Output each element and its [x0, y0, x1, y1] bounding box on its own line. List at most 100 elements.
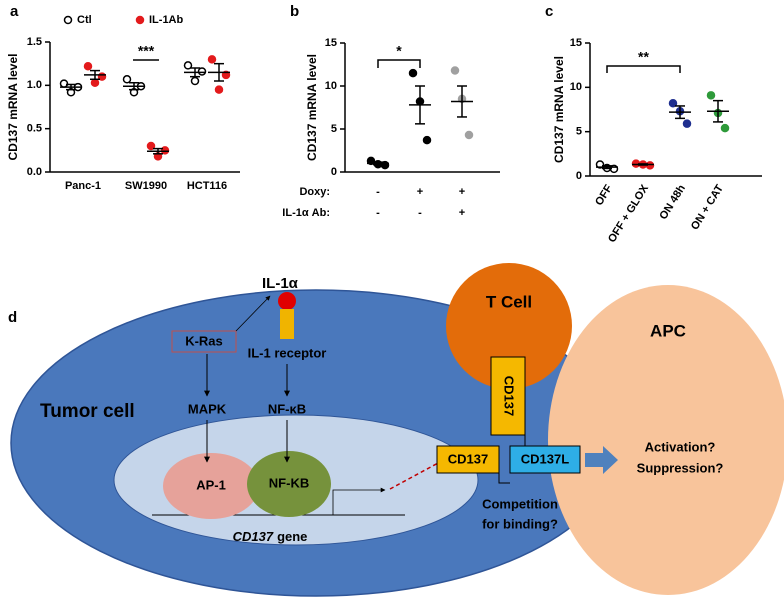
kras: K-Ras: [185, 333, 223, 348]
point: [197, 67, 207, 76]
panel-label: b: [290, 3, 299, 20]
point: [668, 99, 678, 108]
tumor-cd137: CD137: [448, 451, 488, 466]
promoter-arrow: [332, 487, 386, 515]
point: [214, 85, 224, 94]
signal-arrow: [585, 446, 618, 474]
point: [422, 135, 432, 145]
point: [706, 91, 716, 100]
y-tick-label: 1.0: [27, 79, 42, 91]
significance: ***: [138, 43, 155, 59]
nfkb-tf: NF-KB: [269, 475, 309, 490]
connector: [498, 473, 510, 484]
gene-suffix: gene: [277, 529, 307, 544]
point: [90, 78, 100, 87]
tcell: T Cell: [486, 292, 532, 311]
cd137l: CD137L: [521, 451, 569, 466]
x-row-label: IL-1α Ab:: [282, 207, 330, 219]
x-tick-label: Panc-1: [65, 180, 101, 192]
competition: for binding?: [482, 516, 558, 531]
t-cell: [446, 263, 572, 389]
x-row-value: -: [376, 207, 380, 219]
y-tick-label: 0: [576, 170, 582, 182]
legend-marker: [63, 15, 73, 25]
point: [122, 75, 132, 84]
legend-marker: [135, 15, 145, 25]
significance: **: [638, 49, 649, 65]
x-row-value: -: [376, 186, 380, 198]
point: [190, 76, 200, 86]
point: [366, 156, 376, 166]
ap1: AP-1: [196, 477, 226, 492]
y-tick-label: 1.5: [27, 36, 42, 48]
competition: Competition: [482, 496, 558, 511]
mapk: MAPK: [188, 401, 227, 416]
tumor-cd137-box: [436, 445, 500, 474]
ap1-shape: [163, 453, 259, 519]
x-row-value: +: [459, 186, 465, 198]
x-tick-label: HCT116: [187, 180, 227, 192]
y-tick-label: 5: [331, 123, 337, 135]
point: [59, 79, 69, 88]
y-tick-label: 15: [325, 37, 337, 49]
x-tick-label: SW1990: [125, 180, 167, 192]
apc: APC: [650, 321, 686, 340]
ligand-shape: [278, 292, 296, 310]
panel-label: c: [545, 3, 553, 20]
y-tick-label: 10: [325, 80, 337, 92]
point: [146, 141, 156, 151]
apc-cell: [548, 285, 784, 595]
tcell-cd137-box: [490, 356, 526, 436]
x-tick-label: ON + CAT: [689, 183, 726, 233]
y-tick-label: 5: [576, 126, 582, 138]
nfkb-path: NF-κB: [268, 401, 306, 416]
y-tick-label: 0: [331, 166, 337, 178]
charts: a CD137 mRNA level 0.0 0.5 1.0 1.5 Ctl IL-1Ab Pa…: [6, 3, 762, 245]
point: [183, 61, 193, 70]
panel-label: d: [8, 309, 17, 326]
kras-box: [171, 330, 237, 353]
y-tick-label: 0.5: [27, 123, 42, 135]
y-axis-label: CD137 mRNA level: [305, 54, 319, 161]
point: [207, 55, 217, 64]
point: [682, 119, 692, 128]
x-row-label: Doxy:: [299, 186, 330, 198]
x-tick-label: ON 48h: [657, 183, 688, 222]
tcell-cd137: CD137: [502, 376, 517, 416]
y-axis-label: CD137 mRNA level: [552, 56, 566, 163]
outcome: Activation?: [645, 439, 716, 454]
nfkb-shape: [247, 451, 331, 517]
point: [720, 123, 730, 133]
point: [408, 68, 418, 78]
point: [83, 62, 93, 71]
outcome: Suppression?: [637, 460, 724, 475]
gene: CD137 gene: [233, 529, 308, 544]
x-row-value: +: [417, 186, 423, 198]
significance-bracket: [377, 59, 421, 68]
tumor-label: Tumor cell: [40, 401, 135, 422]
x-row-value: -: [418, 207, 422, 219]
gene-name: CD137: [233, 529, 274, 544]
cd137l-box: [509, 445, 581, 474]
significance: *: [396, 43, 402, 59]
expression-arrow: [389, 461, 441, 490]
ligand: IL-1α: [262, 275, 299, 292]
point: [595, 160, 605, 169]
significance-bracket: [606, 65, 681, 73]
y-tick-label: 15: [570, 37, 582, 49]
receptor-shape: [280, 309, 294, 339]
panel-label: a: [10, 3, 19, 20]
point: [160, 146, 170, 155]
diagram: d AP-1 NF-KB CD137 gene Tumor cell K-Ras …: [8, 263, 784, 597]
y-tick-label: 10: [570, 81, 582, 93]
point: [464, 130, 474, 140]
receptor: IL-1 receptor: [248, 345, 327, 360]
kras-link: [235, 295, 271, 332]
x-row-value: +: [459, 207, 465, 219]
legend-label: IL-1Ab: [149, 14, 184, 26]
y-axis-label: CD137 mRNA level: [6, 54, 20, 161]
point: [450, 66, 460, 75]
legend-label: Ctl: [77, 14, 92, 26]
point: [221, 70, 231, 80]
